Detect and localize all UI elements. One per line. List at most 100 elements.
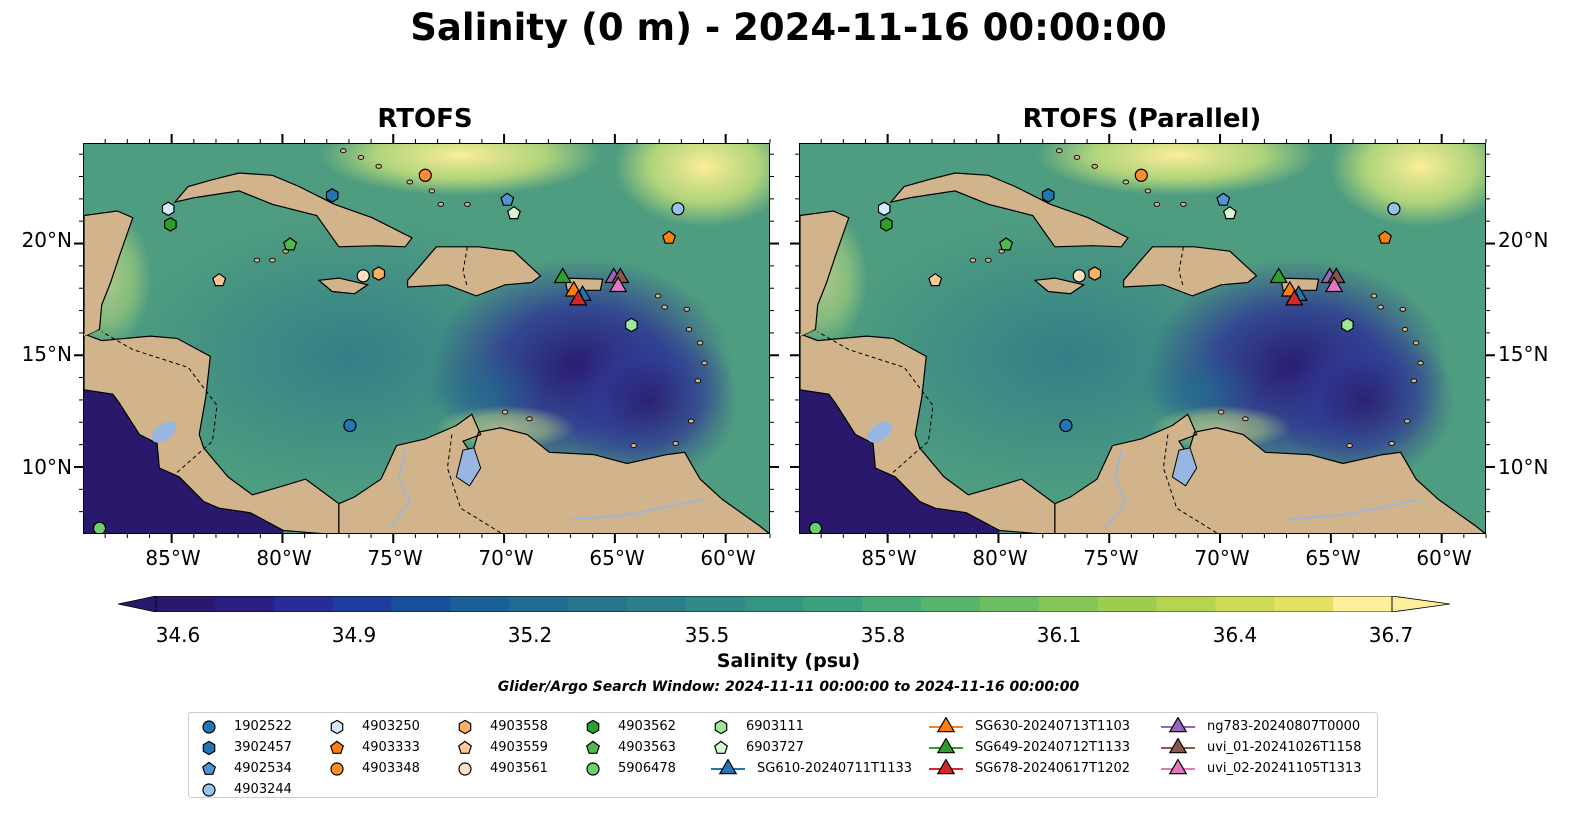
legend-float-icon[interactable] — [458, 719, 472, 735]
legend-float-icon[interactable] — [329, 740, 345, 754]
float-marker-4903250[interactable] — [877, 201, 891, 217]
legend-float-icon[interactable] — [202, 740, 216, 756]
map-panel-rtofs-parallel[interactable] — [799, 143, 1486, 534]
axis-ticks — [74, 134, 1495, 543]
legend-glider-icon[interactable] — [936, 738, 956, 754]
legend-item-label: uvi_01-20241026T1158 — [1207, 740, 1362, 755]
float-marker-6903727[interactable] — [506, 205, 521, 220]
float-marker-1902522[interactable] — [1059, 418, 1073, 433]
glider-marker-uvi_02-20241105T1313[interactable] — [1324, 276, 1344, 293]
legend-float-icon[interactable] — [202, 783, 216, 797]
legend-item-label: 4903559 — [490, 740, 548, 755]
legend-float-icon[interactable] — [202, 720, 216, 734]
legend-item-label: 4903250 — [362, 719, 420, 734]
float-marker-4903559[interactable] — [212, 272, 227, 287]
lon-label: 80°W — [256, 546, 312, 570]
legend-item-label: 4903563 — [618, 740, 676, 755]
float-marker-5906478[interactable] — [808, 521, 823, 534]
float-marker-4903250[interactable] — [161, 201, 175, 217]
legend-item-label: 4903561 — [490, 761, 548, 776]
circle-marker-icon — [458, 762, 472, 776]
legend-float-icon[interactable] — [585, 740, 601, 754]
float-marker-4903558[interactable] — [1088, 266, 1102, 281]
float-marker-4903244[interactable] — [1387, 202, 1401, 216]
salinity-colorbar — [118, 596, 1450, 612]
float-marker-4903333[interactable] — [662, 230, 677, 244]
circle-marker-icon — [586, 762, 600, 776]
lon-label: 85°W — [861, 546, 917, 570]
float-marker-4903348[interactable] — [418, 168, 432, 182]
legend-item-label: 4903348 — [362, 761, 420, 776]
hexagon-marker-icon — [586, 719, 600, 735]
triangle-marker-icon — [711, 759, 745, 775]
legend-glider-icon[interactable] — [718, 759, 738, 775]
lon-label: 60°W — [1416, 546, 1472, 570]
triangle-marker-icon — [929, 759, 963, 775]
lon-label: 70°W — [1194, 546, 1250, 570]
float-marker-4903561[interactable] — [356, 269, 370, 283]
lon-label: 75°W — [367, 546, 423, 570]
legend-glider-icon[interactable] — [1168, 759, 1188, 775]
float-marker-4903562[interactable] — [164, 217, 177, 232]
legend-item-label: 3902457 — [234, 740, 292, 755]
lat-label: 15°N — [21, 342, 72, 366]
float-marker-4903348[interactable] — [1134, 168, 1148, 182]
legend-float-icon[interactable] — [458, 762, 472, 776]
legend-float-icon[interactable] — [457, 740, 473, 754]
legend-float-icon[interactable] — [586, 762, 600, 776]
legend-glider-icon[interactable] — [936, 759, 956, 775]
legend-float-icon[interactable] — [713, 740, 729, 754]
triangle-marker-icon — [1161, 738, 1195, 754]
legend-item-label: 4903333 — [362, 740, 420, 755]
triangle-marker-icon — [1161, 717, 1195, 733]
legend-item-label: 4902534 — [234, 761, 292, 776]
glider-marker-uvi_02-20241105T1313[interactable] — [608, 276, 628, 293]
legend-float-icon[interactable] — [586, 719, 600, 735]
legend-glider-icon[interactable] — [1168, 738, 1188, 754]
float-marker-4903563[interactable] — [283, 237, 298, 251]
glider-marker-SG649-20240712T1133[interactable] — [1269, 267, 1288, 284]
circle-marker-icon — [202, 720, 216, 734]
legend-float-icon[interactable] — [330, 762, 344, 776]
float-marker-6903111[interactable] — [625, 317, 638, 333]
float-marker-5906478[interactable] — [92, 521, 107, 534]
float-marker-6903727[interactable] — [1222, 205, 1237, 220]
triangle-marker-icon — [929, 738, 963, 754]
colorbar-tick-label: 34.6 — [155, 623, 201, 647]
triangle-marker-icon — [929, 717, 963, 733]
float-marker-1902522[interactable] — [343, 418, 357, 433]
glider-marker-SG649-20240712T1133[interactable] — [553, 267, 572, 284]
float-marker-4902534[interactable] — [500, 192, 515, 206]
float-marker-4903558[interactable] — [372, 266, 386, 281]
pentagon-marker-icon — [585, 740, 601, 754]
float-marker-6903111[interactable] — [1341, 317, 1354, 333]
lon-label: 65°W — [1305, 546, 1361, 570]
glider-marker-SG678-20240617T1202[interactable] — [568, 289, 588, 306]
legend-glider-icon[interactable] — [936, 717, 956, 733]
legend-item-label: ng783-20240807T0000 — [1207, 719, 1361, 734]
triangle-marker-icon — [1161, 759, 1195, 775]
panel-title-rtofs-parallel: RTOFS (Parallel) — [1022, 104, 1262, 134]
float-marker-4903559[interactable] — [928, 272, 943, 287]
float-marker-3902457[interactable] — [325, 188, 339, 203]
legend-glider-icon[interactable] — [1168, 717, 1188, 733]
float-marker-3902457[interactable] — [1041, 188, 1055, 203]
lon-label: 60°W — [700, 546, 756, 570]
colorbar-tick-label: 36.1 — [1036, 623, 1082, 647]
float-marker-4902534[interactable] — [1216, 192, 1231, 206]
map-panel-rtofs[interactable] — [83, 143, 770, 534]
lat-label: 20°N — [21, 228, 72, 252]
legend-float-icon[interactable] — [714, 719, 728, 735]
float-marker-4903563[interactable] — [999, 237, 1014, 251]
colorbar-label: Salinity (psu) — [716, 650, 861, 672]
float-marker-4903561[interactable] — [1072, 269, 1086, 283]
float-marker-4903333[interactable] — [1378, 230, 1393, 244]
legend-item-label: 4903558 — [490, 719, 548, 734]
float-marker-4903244[interactable] — [671, 202, 685, 216]
legend-float-icon[interactable] — [201, 761, 217, 775]
legend-item-label: 4903562 — [618, 719, 676, 734]
float-marker-4903562[interactable] — [880, 217, 893, 232]
legend-float-icon[interactable] — [330, 719, 344, 735]
pentagon-marker-icon — [329, 740, 345, 754]
glider-marker-SG678-20240617T1202[interactable] — [1284, 289, 1304, 306]
